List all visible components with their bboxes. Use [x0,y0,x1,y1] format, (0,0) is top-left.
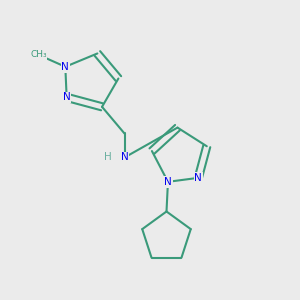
Text: N: N [121,152,128,163]
Text: N: N [63,92,70,102]
Text: N: N [164,177,172,187]
Text: N: N [194,173,202,183]
Text: H: H [104,152,112,163]
Text: CH₃: CH₃ [30,50,46,59]
Text: N: N [61,62,69,72]
